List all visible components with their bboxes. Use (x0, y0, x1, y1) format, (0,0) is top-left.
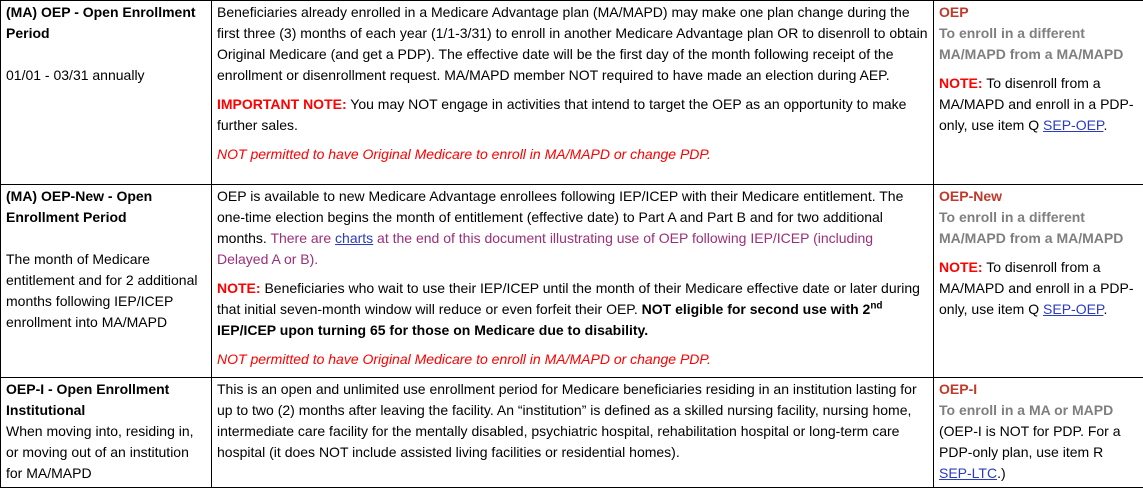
charts-post: at the end of this document illustrating… (217, 230, 874, 267)
side-note: (OEP-I is NOT for PDP. For a PDP-only pl… (939, 421, 1138, 484)
sep-oep-link[interactable]: SEP-OEP (1043, 117, 1104, 133)
note-bold-sup: nd (870, 300, 883, 312)
election-purpose: To enroll in a different MA/MAPD from a … (939, 209, 1124, 246)
code-cell: OEP To enroll in a different MA/MAPD fro… (933, 0, 1143, 185)
charts-link[interactable]: charts (335, 230, 374, 246)
description-text: This is an open and unlimited use enroll… (217, 381, 917, 460)
side-note: NOTE: To disenroll from a MA/MAPD and en… (939, 73, 1138, 136)
election-code: OEP-New (939, 188, 1003, 204)
period-title: OEP-I - Open Enrollment Institutional (6, 381, 170, 418)
period-cell: (MA) OEP-New - Open Enrollment Period Th… (0, 184, 212, 378)
important-note: IMPORTANT NOTE: You may NOT engage in ac… (217, 94, 928, 136)
note-label: IMPORTANT NOTE: (217, 96, 347, 112)
period-title: (MA) OEP-New - Open Enrollment Period (6, 188, 153, 225)
description-cell: Beneficiaries already enrolled in a Medi… (211, 0, 934, 185)
note-bold-a: NOT eligible for second use with 2 (641, 301, 871, 317)
description-text: OEP is available to new Medicare Advanta… (217, 186, 928, 270)
period-dates: The month of Medicare entitlement and fo… (6, 251, 198, 330)
period-cell: OEP-I - Open Enrollment Institutional Wh… (0, 377, 212, 488)
table-row: (MA) OEP-New - Open Enrollment Period Th… (0, 184, 1143, 378)
note-bold-b: IEP/ICEP upon turning 65 for those on Me… (217, 322, 649, 338)
code-cell: OEP-New To enroll in a different MA/MAPD… (933, 184, 1143, 378)
table-row: (MA) OEP - Open Enrollment Period 01/01 … (0, 0, 1143, 185)
side-note-text: To disenroll from a MA/MAPD and enroll i… (939, 259, 1134, 317)
election-purpose: To enroll in a different MA/MAPD from a … (939, 25, 1124, 62)
note-text: Beneficiaries who wait to use their IEP/… (217, 280, 920, 317)
election-code: OEP-I (939, 381, 978, 397)
table-row: OEP-I - Open Enrollment Institutional Wh… (0, 377, 1143, 488)
charts-pre: There are (270, 230, 336, 246)
period-title: (MA) OEP - Open Enrollment Period (6, 4, 196, 41)
side-note-end: . (1103, 301, 1108, 317)
warning-text: NOT permitted to have Original Medicare … (217, 146, 711, 162)
side-note-end: .) (997, 465, 1006, 481)
period-cell: (MA) OEP - Open Enrollment Period 01/01 … (0, 0, 212, 185)
description-text: Beneficiaries already enrolled in a Medi… (217, 4, 928, 83)
side-note-end: . (1103, 117, 1108, 133)
charts-reference: There are charts at the end of this docu… (217, 230, 873, 267)
note-text: You may NOT engage in activities that in… (217, 96, 907, 133)
code-cell: OEP-I To enroll in a MA or MAPD (OEP-I i… (933, 377, 1143, 488)
description-cell: This is an open and unlimited use enroll… (211, 377, 934, 488)
election-purpose: To enroll in a MA or MAPD (939, 402, 1114, 418)
note-label: NOTE: (217, 280, 261, 296)
note: NOTE: Beneficiaries who wait to use thei… (217, 278, 928, 341)
sep-ltc-link[interactable]: SEP-LTC (939, 465, 998, 481)
side-note-label: NOTE: (939, 259, 983, 275)
description-main: OEP is available to new Medicare Advanta… (217, 188, 904, 246)
period-dates: 01/01 - 03/31 annually (6, 67, 145, 83)
election-code: OEP (939, 4, 969, 20)
side-note: NOTE: To disenroll from a MA/MAPD and en… (939, 257, 1138, 320)
side-note-text: To disenroll from a MA/MAPD and enroll i… (939, 75, 1134, 133)
side-note-label: NOTE: (939, 75, 983, 91)
period-dates: When moving into, residing in, or moving… (6, 423, 194, 481)
sep-oep-link[interactable]: SEP-OEP (1043, 301, 1104, 317)
warning-text: NOT permitted to have Original Medicare … (217, 351, 711, 367)
side-note-text: (OEP-I is NOT for PDP. For a PDP-only pl… (939, 423, 1121, 460)
description-cell: OEP is available to new Medicare Advanta… (211, 184, 934, 378)
